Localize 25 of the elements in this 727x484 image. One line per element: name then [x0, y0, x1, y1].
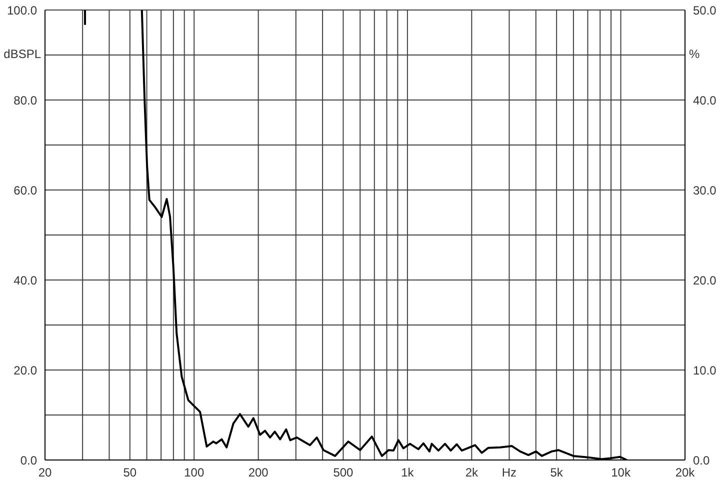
x-tick-label: 2k — [465, 466, 479, 480]
y2-axis-title: % — [689, 47, 700, 62]
y2-tick-label: 20.0 — [693, 273, 717, 288]
x-tick-label: 200 — [248, 466, 269, 480]
y-tick-label: 0.0 — [20, 453, 38, 468]
y-tick-label: 80.0 — [14, 93, 38, 108]
y2-tick-label: 30.0 — [693, 183, 717, 198]
x-tick-label: 500 — [333, 466, 354, 480]
x-tick-label: 20 — [38, 466, 52, 480]
y2-tick-label: 0.0 — [693, 453, 710, 468]
x-tick-label: 1k — [401, 466, 415, 480]
y-tick-label: 40.0 — [14, 273, 38, 288]
y-axis-title: dBSPL — [4, 47, 42, 62]
x-tick-label: Hz — [502, 466, 517, 480]
y-tick-label: 100.0 — [6, 3, 38, 18]
x-tick-label: 5k — [550, 466, 564, 480]
y2-tick-label: 50.0 — [693, 3, 717, 18]
y-tick-label: 20.0 — [14, 363, 38, 378]
x-tick-label: 100 — [184, 466, 204, 480]
x-tick-label: 10k — [611, 466, 632, 480]
x-tick-label: 20k — [675, 466, 696, 480]
y-tick-label: 60.0 — [14, 183, 38, 198]
y2-tick-label: 40.0 — [693, 93, 717, 108]
x-tick-label: 50 — [123, 466, 137, 480]
y2-tick-label: 10.0 — [693, 363, 717, 378]
